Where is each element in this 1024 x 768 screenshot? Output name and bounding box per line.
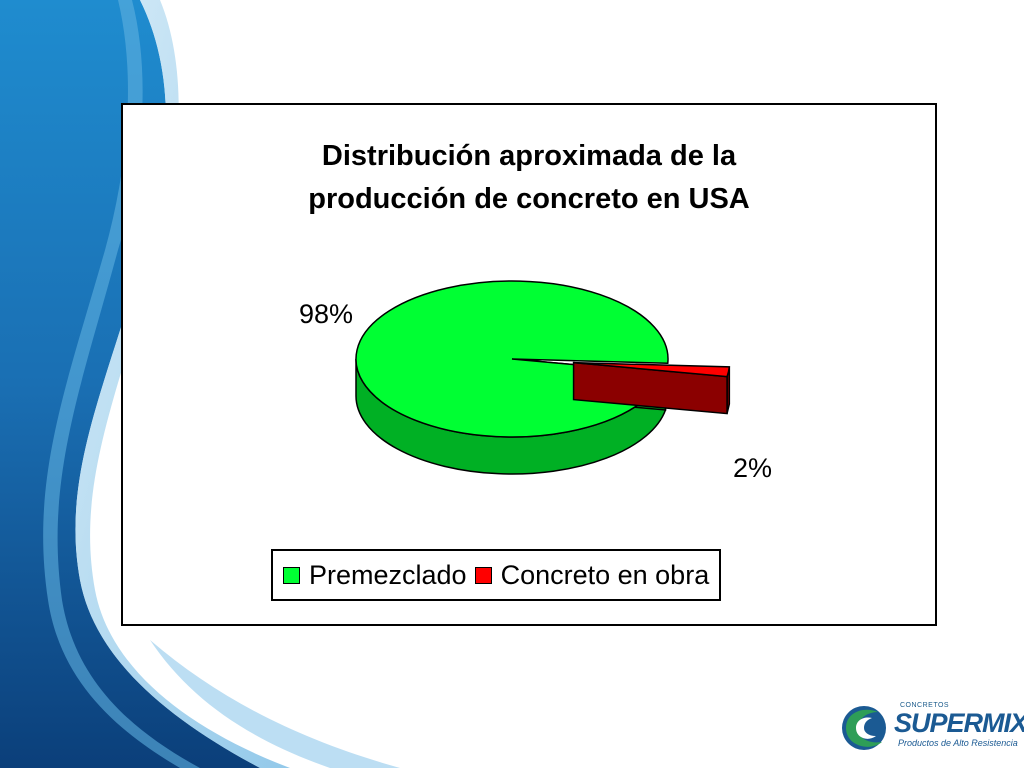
- chart-title-line-1: Distribución aproximada de la: [321, 140, 737, 172]
- legend-swatch-premezclado: [283, 566, 300, 584]
- legend-swatch-concreto-en-obra: [474, 566, 492, 584]
- logo-brand: SUPERMIX: [894, 708, 1024, 738]
- logo-tagline: Productos de Alto Resistencia: [898, 738, 1018, 748]
- chart-legend: Premezclado Concreto en obra: [271, 549, 722, 601]
- pie-slice-premezclado: [355, 280, 669, 438]
- legend-item-premezclado: Premezclado: [283, 560, 467, 591]
- data-label-concreto-en-obra: 2%: [733, 453, 772, 483]
- pie-slice-concreto-en-obra: [573, 361, 731, 378]
- logo-small-text: CONCRETOS: [900, 702, 950, 709]
- supermix-logo: CONCRETOS SUPERMIX Productos de Alto Res…: [838, 698, 1024, 754]
- legend-label-concreto-en-obra: Concreto en obra: [500, 559, 710, 590]
- chart-title: Distribución aproximada de la producción…: [123, 135, 935, 221]
- chart-title-line-2: producción de concreto en USA: [308, 183, 750, 215]
- legend-item-concreto-en-obra: Concreto en obra: [474, 559, 710, 591]
- pie-chart: 98% 2%: [299, 280, 772, 483]
- logo-mark-icon: [842, 706, 886, 750]
- data-label-premezclado: 98%: [299, 299, 353, 329]
- chart-frame: Distribución aproximada de la producción…: [121, 103, 937, 626]
- legend-label-premezclado: Premezclado: [309, 559, 467, 590]
